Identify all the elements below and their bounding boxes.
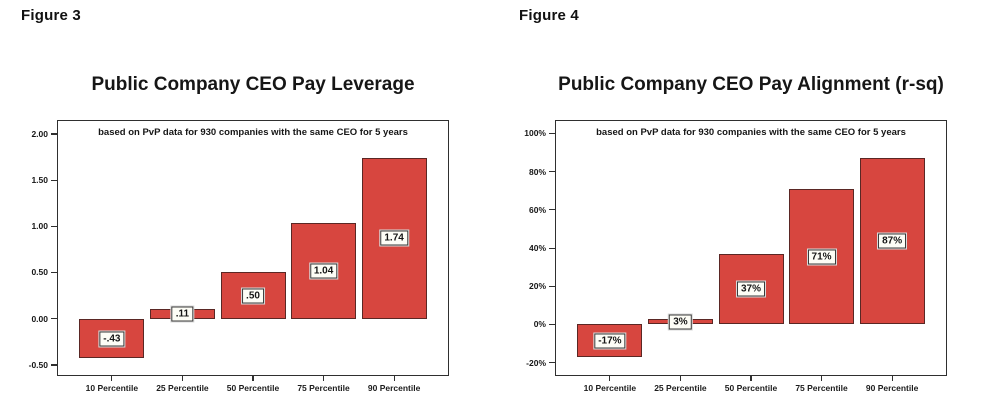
x-axis-tick-mark	[252, 376, 254, 381]
chart-title: Public Company CEO Pay Alignment (r-sq)	[558, 74, 944, 95]
bar-value-label: 71%	[807, 249, 836, 265]
y-axis-tick-mark	[549, 362, 555, 364]
y-axis-tick-label: 0.00	[31, 313, 48, 324]
y-axis-tick-label: 80%	[528, 166, 546, 177]
x-axis-tick-mark	[679, 376, 682, 381]
y-axis-tick-mark	[549, 171, 555, 173]
y-axis-tick-mark	[549, 132, 555, 135]
y-axis-tick-mark	[51, 364, 57, 366]
y-axis-tick-mark	[549, 285, 555, 287]
y-axis-tick-mark	[549, 323, 555, 326]
chart-subtitle: based on PvP data for 930 companies with…	[596, 127, 906, 138]
bar	[789, 188, 855, 325]
y-axis-tick-mark	[51, 133, 57, 135]
bar-value-label: 87%	[878, 233, 907, 249]
bar	[361, 157, 427, 319]
bar-value-label: .11	[171, 306, 194, 322]
y-axis-tick-label: 1.00	[31, 221, 48, 232]
chart-subtitle: based on PvP data for 930 companies with…	[98, 127, 408, 138]
x-axis-tick-mark	[181, 376, 184, 381]
chart-title: Public Company CEO Pay Leverage	[91, 74, 415, 95]
x-axis-category-label: 50 Percentile	[226, 383, 280, 393]
y-axis-tick-mark	[549, 209, 555, 211]
x-axis-tick-mark	[111, 376, 113, 381]
y-axis-tick-mark	[549, 247, 555, 249]
y-axis-tick-label: 1.50	[31, 175, 48, 186]
x-axis-tick-mark	[609, 376, 611, 381]
x-axis-category-label: 10 Percentile	[583, 383, 637, 393]
x-axis-category-label: 25 Percentile	[156, 383, 209, 393]
bar-value-label: .50	[242, 288, 264, 304]
figure-4-panel: Figure 4 Public Company CEO Pay Alignmen…	[498, 0, 985, 420]
x-axis-category-label: 90 Percentile	[367, 383, 421, 393]
y-axis-tick-mark	[51, 225, 57, 227]
bar-value-label: 37%	[736, 281, 766, 297]
bar-value-label: -.43	[99, 331, 125, 347]
y-axis-tick-label: 40%	[528, 243, 546, 253]
bar-value-label: 3%	[669, 314, 692, 330]
x-axis-category-label: 25 Percentile	[654, 383, 707, 393]
figure-3-panel: Figure 3 Public Company CEO Pay Leverage…	[0, 0, 492, 420]
x-axis-category-label: 75 Percentile	[297, 383, 350, 393]
x-axis-tick-mark	[750, 376, 752, 381]
bar-value-label: 1.04	[309, 263, 338, 279]
x-axis-category-label: 10 Percentile	[85, 383, 139, 393]
x-axis-tick-mark	[322, 376, 325, 381]
y-axis-tick-label: 0%	[533, 319, 546, 330]
x-axis-tick-mark	[393, 376, 395, 381]
x-axis-category-label: 90 Percentile	[865, 383, 919, 393]
bar-value-label: -17%	[594, 333, 626, 349]
y-axis-tick-label: -0.50	[28, 359, 48, 370]
y-axis-tick-label: 100%	[524, 128, 546, 139]
y-axis-tick-mark	[51, 179, 57, 181]
bar-value-label: 1.74	[380, 230, 408, 246]
y-axis-tick-label: 0.50	[31, 267, 48, 278]
y-axis-tick-label: 2.00	[31, 128, 48, 139]
x-axis-category-label: 75 Percentile	[795, 383, 848, 393]
figure-label: Figure 3	[21, 7, 81, 24]
x-axis-tick-mark	[820, 376, 823, 381]
y-axis-tick-mark	[51, 318, 57, 320]
x-axis-category-label: 50 Percentile	[724, 383, 778, 393]
y-axis-tick-label: -20%	[526, 357, 546, 368]
y-axis-tick-label: 20%	[528, 281, 546, 292]
figure-label: Figure 4	[519, 7, 579, 24]
y-axis-tick-label: 60%	[528, 204, 546, 215]
x-axis-tick-mark	[891, 376, 893, 381]
y-axis-tick-mark	[51, 271, 57, 274]
